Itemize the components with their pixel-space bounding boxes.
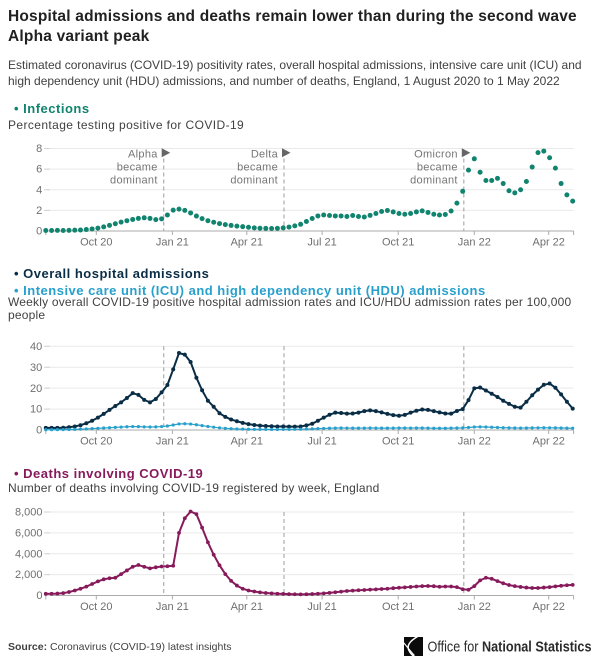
svg-text:became: became xyxy=(417,162,458,174)
svg-text:Apr 21: Apr 21 xyxy=(231,601,263,613)
svg-text:8,000: 8,000 xyxy=(15,507,43,519)
svg-text:8: 8 xyxy=(36,143,42,155)
svg-text:Office for National Statistics: Office for National Statistics xyxy=(428,638,592,655)
svg-text:Jan 22: Jan 22 xyxy=(458,237,491,249)
svg-text:Oct 20: Oct 20 xyxy=(80,436,112,448)
svg-text:Apr 22: Apr 22 xyxy=(532,601,564,613)
svg-text:Delta: Delta xyxy=(251,149,279,161)
svg-text:Jul 21: Jul 21 xyxy=(307,237,336,249)
svg-text:Oct 20: Oct 20 xyxy=(80,601,112,613)
svg-text:Apr 21: Apr 21 xyxy=(231,237,263,249)
svg-text:2,000: 2,000 xyxy=(15,569,43,581)
svg-text:2: 2 xyxy=(36,205,42,217)
svg-text:Jan 22: Jan 22 xyxy=(458,601,491,613)
svg-text:6: 6 xyxy=(36,164,42,176)
svg-text:0: 0 xyxy=(36,226,42,238)
svg-text:0: 0 xyxy=(36,425,42,437)
svg-text:Apr 21: Apr 21 xyxy=(231,436,263,448)
svg-text:Jul 21: Jul 21 xyxy=(307,601,336,613)
svg-text:Oct 21: Oct 21 xyxy=(382,237,414,249)
svg-text:40: 40 xyxy=(30,341,42,353)
svg-text:became: became xyxy=(237,162,278,174)
svg-text:20: 20 xyxy=(30,383,42,395)
svg-text:dominant: dominant xyxy=(110,175,158,187)
svg-text:Jan 21: Jan 21 xyxy=(156,436,189,448)
svg-text:30: 30 xyxy=(30,362,42,374)
svg-text:6,000: 6,000 xyxy=(15,527,43,539)
svg-text:Oct 21: Oct 21 xyxy=(382,436,414,448)
svg-text:4: 4 xyxy=(36,184,42,196)
svg-text:Jan 21: Jan 21 xyxy=(156,601,189,613)
svg-text:Apr 22: Apr 22 xyxy=(532,237,564,249)
svg-text:Oct 20: Oct 20 xyxy=(80,237,112,249)
svg-text:0: 0 xyxy=(36,590,42,602)
svg-text:Apr 22: Apr 22 xyxy=(532,436,564,448)
svg-text:became: became xyxy=(117,162,158,174)
svg-text:dominant: dominant xyxy=(410,175,458,187)
svg-text:10: 10 xyxy=(30,404,42,416)
svg-text:Jul 21: Jul 21 xyxy=(307,436,336,448)
svg-text:Jan 21: Jan 21 xyxy=(156,237,189,249)
svg-text:Jan 22: Jan 22 xyxy=(458,436,491,448)
svg-text:Omicron: Omicron xyxy=(414,149,458,161)
svg-text:dominant: dominant xyxy=(230,175,278,187)
svg-text:Alpha: Alpha xyxy=(128,149,158,161)
svg-text:4,000: 4,000 xyxy=(15,548,43,560)
svg-text:Oct 21: Oct 21 xyxy=(382,601,414,613)
